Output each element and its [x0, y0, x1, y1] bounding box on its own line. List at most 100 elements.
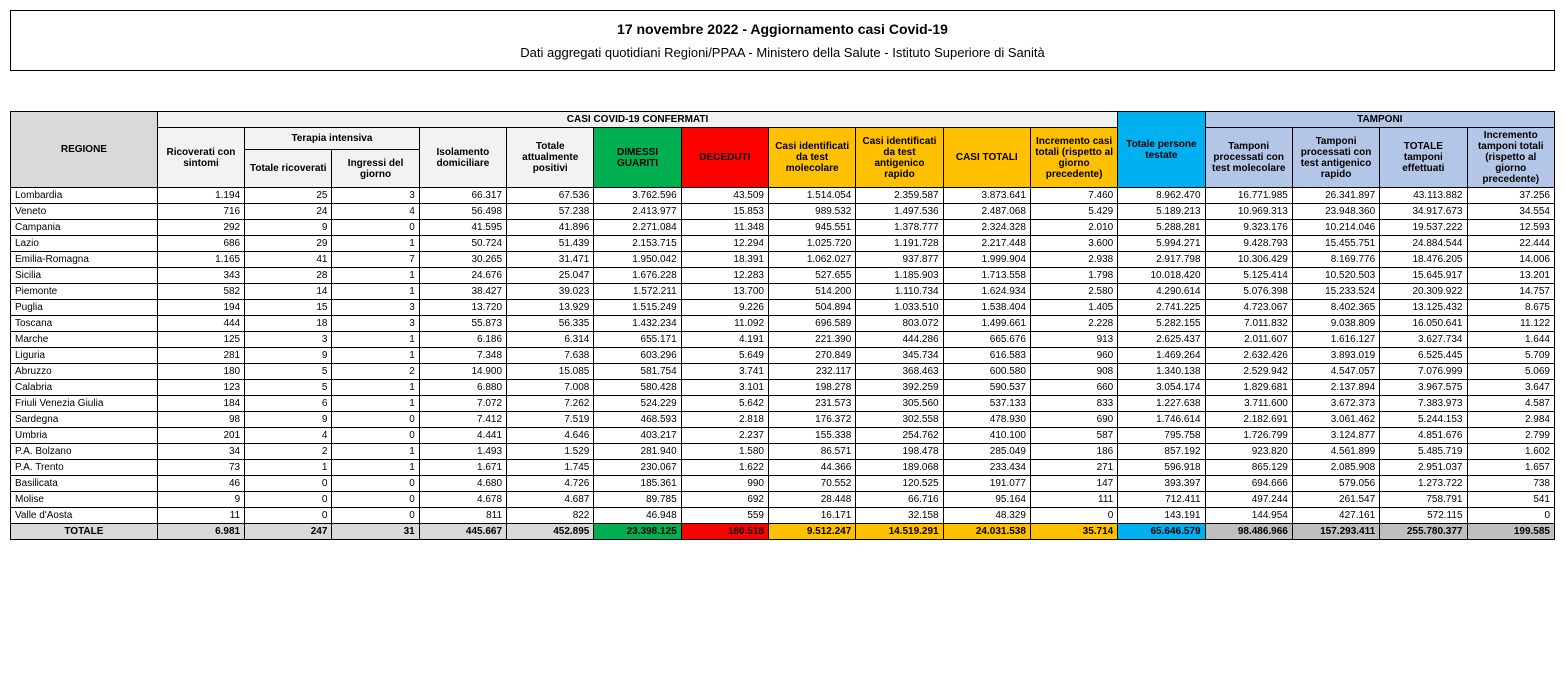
value-cell: 3.627.734: [1380, 332, 1467, 348]
value-cell: 232.117: [769, 364, 856, 380]
value-cell: 504.894: [769, 300, 856, 316]
value-cell: 616.583: [943, 348, 1030, 364]
hdr-incremento-casi: Incremento casi totali (rispetto al gior…: [1030, 128, 1117, 188]
value-cell: 1: [332, 284, 419, 300]
value-cell: 0: [1030, 508, 1117, 524]
value-cell: 11.348: [681, 220, 768, 236]
value-cell: 1.622: [681, 460, 768, 476]
value-cell: 89.785: [594, 492, 681, 508]
value-cell: 147: [1030, 476, 1117, 492]
value-cell: 1.713.558: [943, 268, 1030, 284]
value-cell: 9.038.809: [1292, 316, 1379, 332]
value-cell: 5.244.153: [1380, 412, 1467, 428]
value-cell: 7.262: [507, 396, 594, 412]
value-cell: 580.428: [594, 380, 681, 396]
value-cell: 3: [332, 300, 419, 316]
table-header: REGIONE CASI COVID-19 CONFERMATI Totale …: [11, 112, 1555, 188]
value-cell: 572.115: [1380, 508, 1467, 524]
value-cell: 13.929: [507, 300, 594, 316]
value-cell: 24: [245, 204, 332, 220]
value-cell: 66.317: [419, 188, 506, 204]
region-cell: Marche: [11, 332, 158, 348]
total-value-cell: 23.398.125: [594, 524, 681, 540]
region-cell: Calabria: [11, 380, 158, 396]
value-cell: 2.359.587: [856, 188, 943, 204]
value-cell: 3.600: [1030, 236, 1117, 252]
value-cell: 9.428.793: [1205, 236, 1292, 252]
value-cell: 1.432.234: [594, 316, 681, 332]
value-cell: 4.680: [419, 476, 506, 492]
value-cell: 4.723.067: [1205, 300, 1292, 316]
value-cell: 1.798: [1030, 268, 1117, 284]
value-cell: 271: [1030, 460, 1117, 476]
value-cell: 292: [157, 220, 244, 236]
value-cell: 5: [245, 380, 332, 396]
total-value-cell: 14.519.291: [856, 524, 943, 540]
value-cell: 913: [1030, 332, 1117, 348]
value-cell: 51.439: [507, 236, 594, 252]
value-cell: 1.194: [157, 188, 244, 204]
value-cell: 579.056: [1292, 476, 1379, 492]
value-cell: 1.273.722: [1380, 476, 1467, 492]
region-cell: P.A. Trento: [11, 460, 158, 476]
value-cell: 180: [157, 364, 244, 380]
value-cell: 184: [157, 396, 244, 412]
value-cell: 7.072: [419, 396, 506, 412]
value-cell: 2.237: [681, 428, 768, 444]
value-cell: 18: [245, 316, 332, 332]
value-cell: 2.228: [1030, 316, 1117, 332]
value-cell: 8.962.470: [1118, 188, 1205, 204]
value-cell: 4.726: [507, 476, 594, 492]
value-cell: 427.161: [1292, 508, 1379, 524]
region-cell: Lombardia: [11, 188, 158, 204]
value-cell: 3.124.877: [1292, 428, 1379, 444]
value-cell: 43.113.882: [1380, 188, 1467, 204]
value-cell: 16.050.641: [1380, 316, 1467, 332]
value-cell: 1.405: [1030, 300, 1117, 316]
value-cell: 2.011.607: [1205, 332, 1292, 348]
value-cell: 281.940: [594, 444, 681, 460]
value-cell: 28.448: [769, 492, 856, 508]
value-cell: 1.515.249: [594, 300, 681, 316]
region-cell: Veneto: [11, 204, 158, 220]
value-cell: 1.746.614: [1118, 412, 1205, 428]
value-cell: 13.700: [681, 284, 768, 300]
value-cell: 692: [681, 492, 768, 508]
value-cell: 5.189.213: [1118, 204, 1205, 220]
region-cell: Liguria: [11, 348, 158, 364]
value-cell: 712.411: [1118, 492, 1205, 508]
value-cell: 527.655: [769, 268, 856, 284]
value-cell: 343: [157, 268, 244, 284]
value-cell: 1.580: [681, 444, 768, 460]
value-cell: 945.551: [769, 220, 856, 236]
value-cell: 9.226: [681, 300, 768, 316]
value-cell: 7.638: [507, 348, 594, 364]
value-cell: 3: [332, 316, 419, 332]
value-cell: 38.427: [419, 284, 506, 300]
value-cell: 1.538.404: [943, 300, 1030, 316]
value-cell: 1.497.536: [856, 204, 943, 220]
value-cell: 1.185.903: [856, 268, 943, 284]
total-value-cell: 31: [332, 524, 419, 540]
table-row: Basilicata46004.6804.726185.36199070.552…: [11, 476, 1555, 492]
value-cell: 3.054.174: [1118, 380, 1205, 396]
value-cell: 1: [332, 380, 419, 396]
value-cell: 9: [245, 348, 332, 364]
value-cell: 0: [332, 508, 419, 524]
value-cell: 281: [157, 348, 244, 364]
value-cell: 537.133: [943, 396, 1030, 412]
value-cell: 4.561.899: [1292, 444, 1379, 460]
region-cell: Basilicata: [11, 476, 158, 492]
value-cell: 0: [332, 220, 419, 236]
value-cell: 4.191: [681, 332, 768, 348]
value-cell: 0: [332, 412, 419, 428]
hdr-totale-ricoverati: Totale ricoverati: [245, 150, 332, 188]
value-cell: 514.200: [769, 284, 856, 300]
table-row: Abruzzo1805214.90015.085581.7543.741232.…: [11, 364, 1555, 380]
value-cell: 25.047: [507, 268, 594, 284]
total-row: TOTALE6.98124731445.667452.89523.398.125…: [11, 524, 1555, 540]
table-row: P.A. Trento73111.6711.745230.0671.62244.…: [11, 460, 1555, 476]
value-cell: 7.008: [507, 380, 594, 396]
value-cell: 603.296: [594, 348, 681, 364]
value-cell: 5.282.155: [1118, 316, 1205, 332]
